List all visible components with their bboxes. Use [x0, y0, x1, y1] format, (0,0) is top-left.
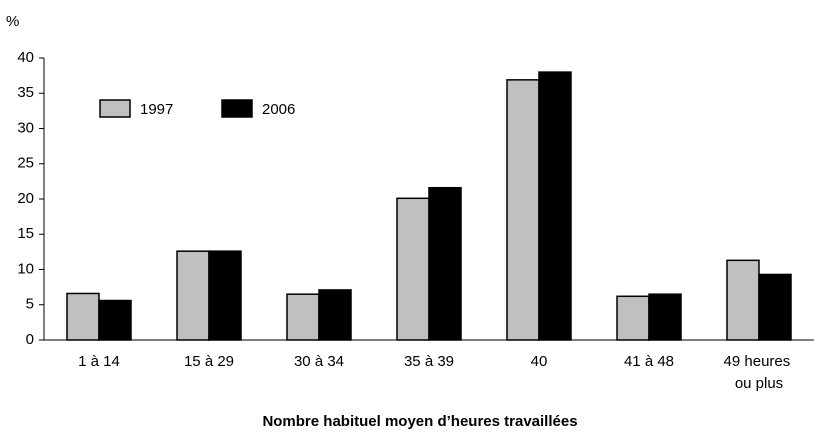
legend-label: 1997	[140, 101, 173, 118]
bar	[176, 250, 210, 341]
x-tick-label: 1 à 14	[78, 353, 120, 370]
y-tick-label: 25	[17, 155, 34, 172]
y-tick-label: 0	[26, 331, 34, 348]
y-tick-label: 15	[17, 225, 34, 242]
bar	[318, 289, 352, 341]
bar	[396, 197, 430, 341]
y-tick-label: 40	[17, 49, 34, 66]
bar	[616, 295, 650, 341]
y-tick-label: 20	[17, 190, 34, 207]
bar	[538, 71, 572, 341]
y-axis-label: %	[6, 13, 19, 30]
x-tick-label: 15 à 29	[184, 353, 234, 370]
x-tick-label: 30 à 34	[294, 353, 344, 370]
y-tick-label: 35	[17, 84, 34, 101]
bar	[428, 186, 462, 341]
legend-label: 2006	[262, 101, 295, 118]
x-tick-label: 41 à 48	[624, 353, 674, 370]
y-tick-label: 10	[17, 260, 34, 277]
bar	[286, 293, 320, 341]
bar	[66, 292, 100, 341]
x-axis-title: Nombre habituel moyen d’heures travaillé…	[262, 413, 577, 430]
bar	[506, 79, 540, 341]
x-tick-label: 40	[531, 353, 548, 370]
y-tick-label: 30	[17, 119, 34, 136]
legend-swatch	[221, 99, 253, 118]
bar	[98, 299, 132, 341]
legend-swatch	[99, 99, 131, 118]
y-tick-label: 5	[26, 296, 34, 313]
x-tick-label: 35 à 39	[404, 353, 454, 370]
bar	[648, 293, 682, 341]
x-tick-label: 49 heures ou plus	[724, 353, 795, 392]
bar	[726, 259, 760, 341]
bar	[758, 273, 792, 341]
bar	[208, 250, 242, 341]
